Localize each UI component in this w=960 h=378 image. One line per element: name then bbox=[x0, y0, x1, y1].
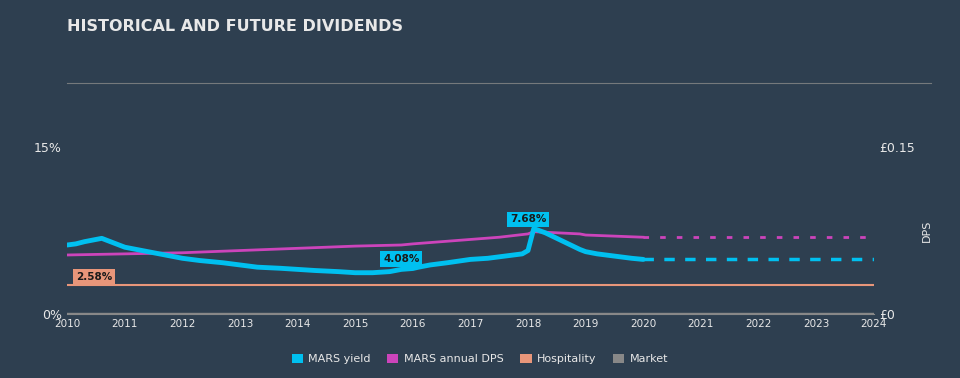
Text: HISTORICAL AND FUTURE DIVIDENDS: HISTORICAL AND FUTURE DIVIDENDS bbox=[67, 19, 403, 34]
Text: 4.08%: 4.08% bbox=[383, 254, 420, 264]
Text: 2.58%: 2.58% bbox=[76, 272, 112, 282]
Text: DPS: DPS bbox=[922, 219, 932, 242]
Legend: MARS yield, MARS annual DPS, Hospitality, Market: MARS yield, MARS annual DPS, Hospitality… bbox=[287, 350, 673, 369]
Text: 7.68%: 7.68% bbox=[510, 214, 546, 224]
